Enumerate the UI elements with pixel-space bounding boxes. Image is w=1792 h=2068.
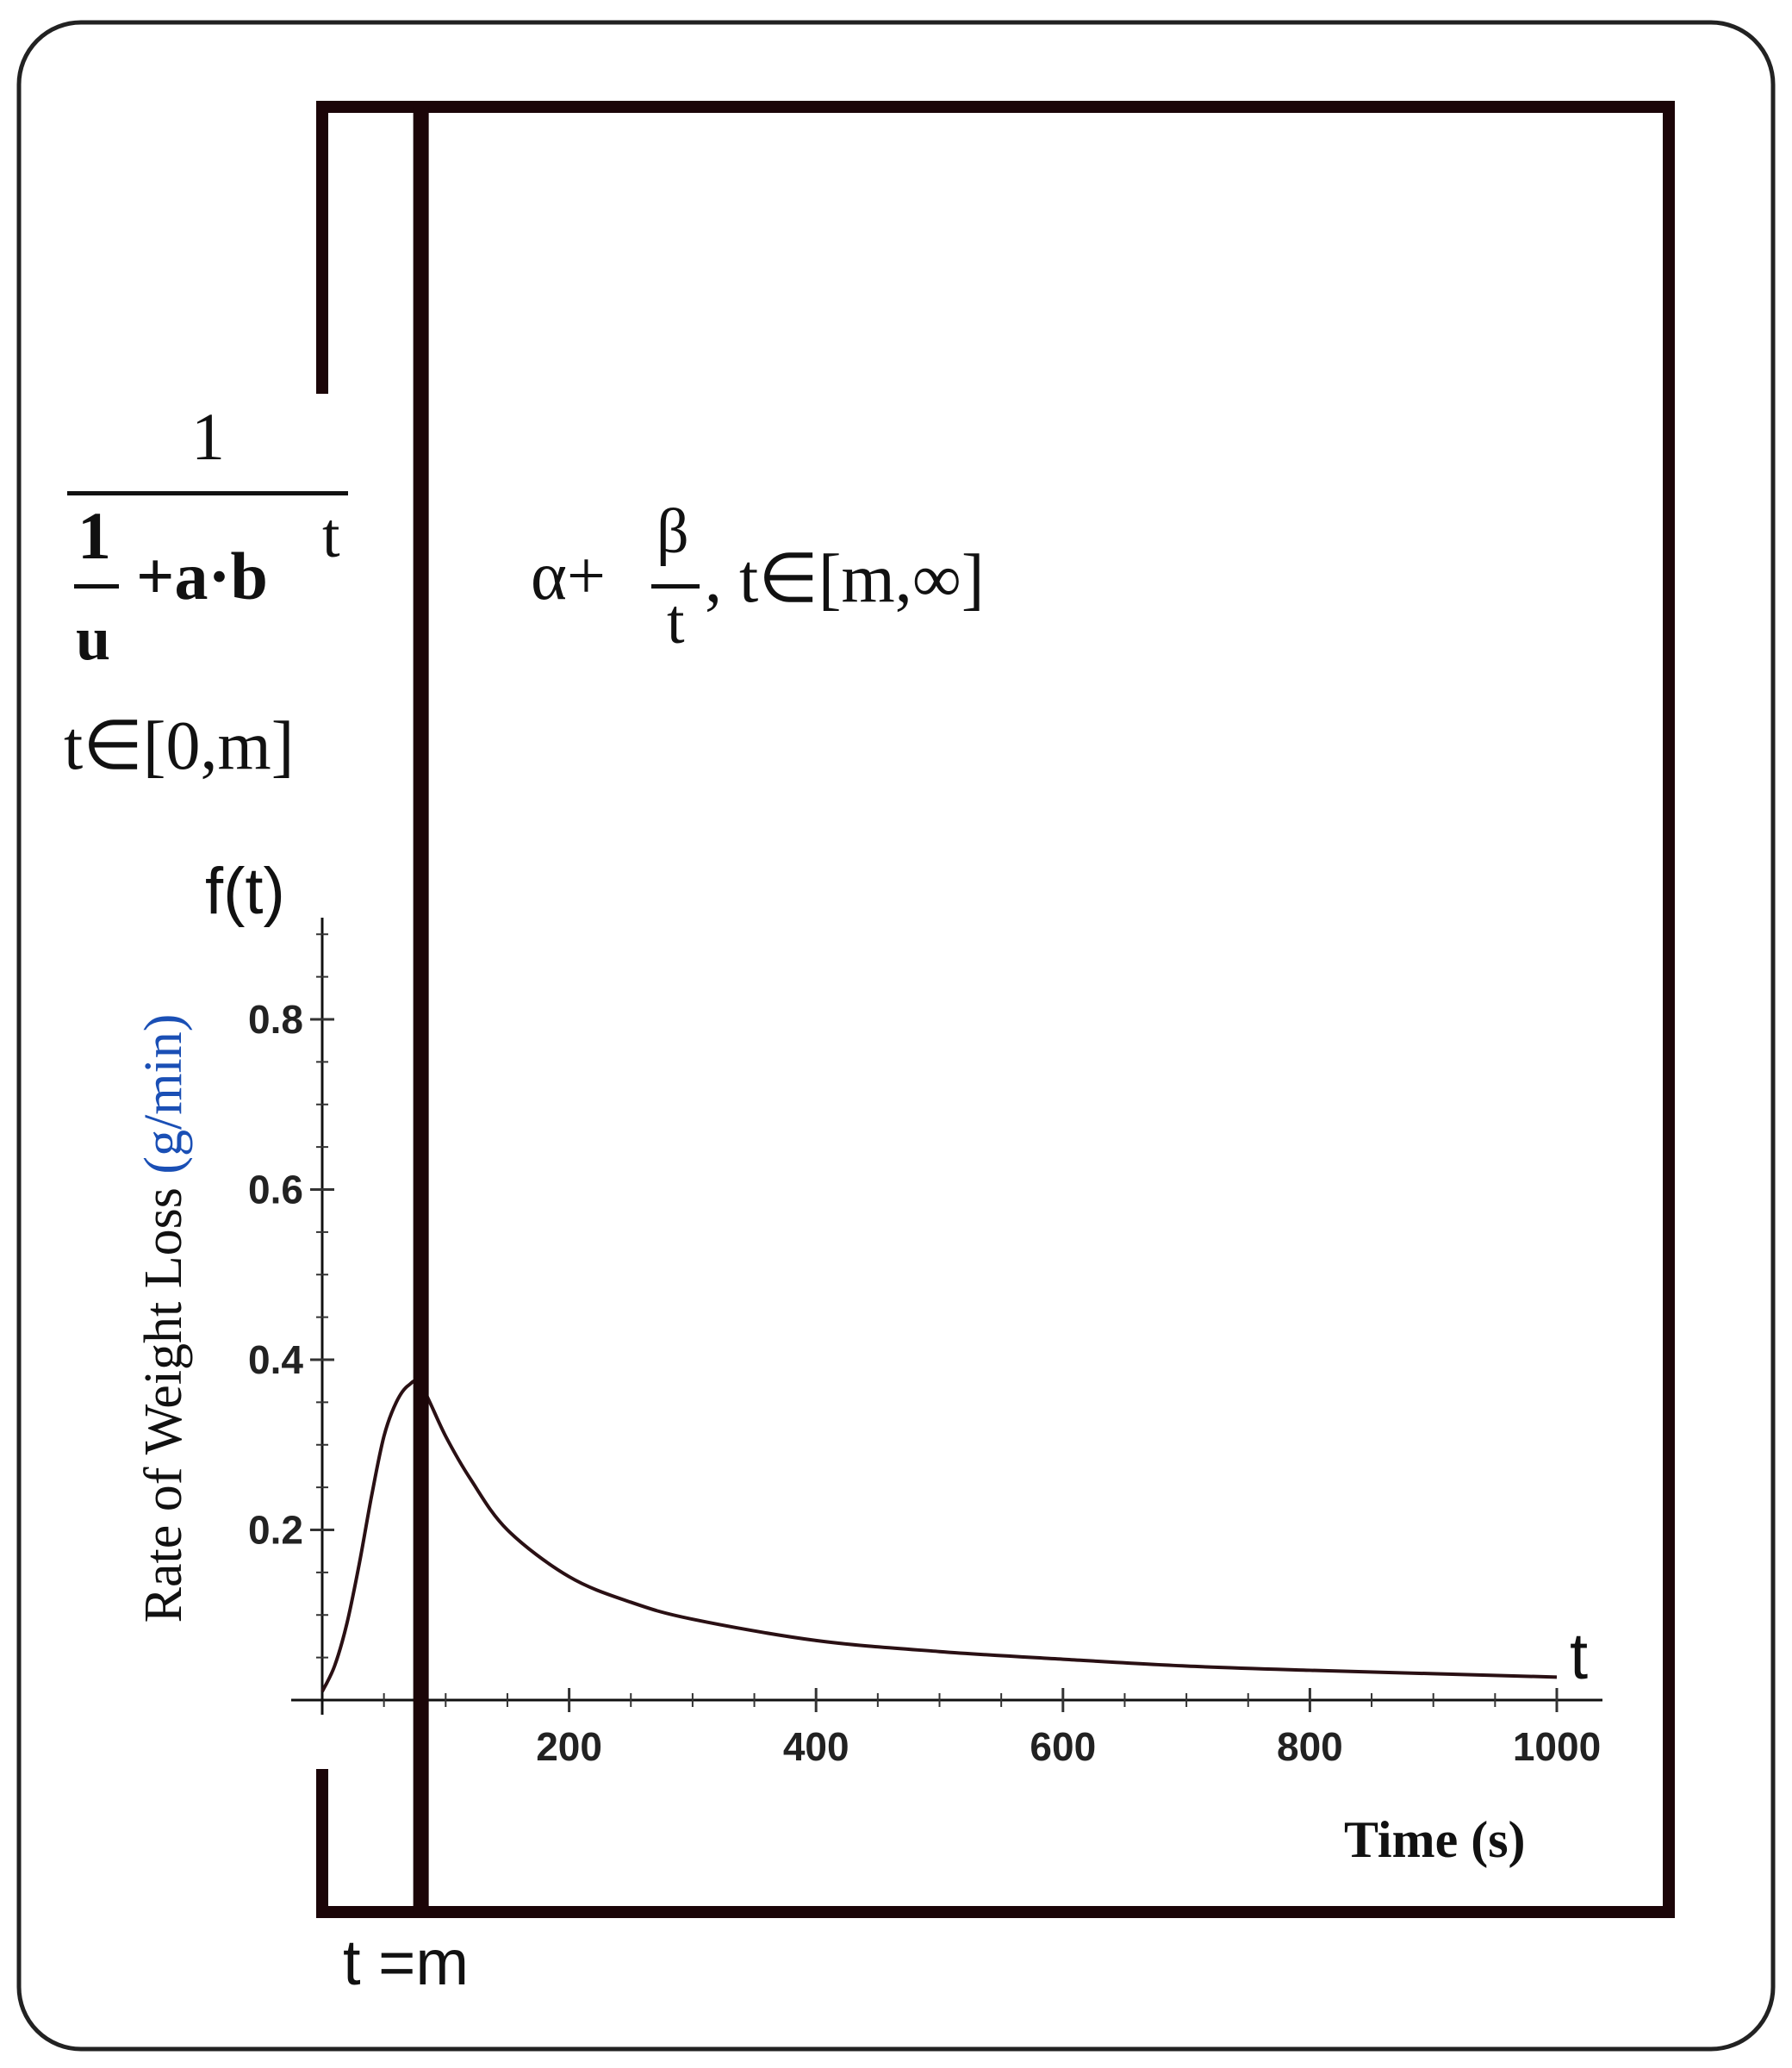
- left-eq-domain: t∈[0,m]: [64, 708, 295, 784]
- frame-top-left-bracket: [316, 101, 425, 394]
- left-eq-numerator: 1: [191, 399, 225, 474]
- x-tick-label: 1000: [1513, 1724, 1601, 1769]
- frame-bottom-left-bracket: [316, 1769, 425, 1918]
- y-tick-label: 0.2: [248, 1508, 303, 1553]
- frame-outer-box: [413, 101, 1675, 1918]
- x-tick-label: 400: [783, 1724, 849, 1769]
- x-tick-label: 200: [536, 1724, 602, 1769]
- right-eq-t: t: [667, 587, 685, 657]
- x-tick-label: 800: [1277, 1724, 1343, 1769]
- left-eq-inner-numerator: 1: [78, 498, 111, 573]
- left-eq-inner-fraction-bar: [74, 584, 119, 589]
- y-axis-label: Rate of Weight Loss (g/min): [134, 1014, 193, 1623]
- right-eq-fraction-bar: [651, 584, 700, 589]
- x-axis-label: Time (s): [1344, 1811, 1526, 1868]
- axes: [291, 918, 1602, 1715]
- right-eq-alpha-plus: α+: [531, 539, 607, 614]
- domain-frame: [316, 101, 1675, 1918]
- series-line: [320, 1379, 1558, 1693]
- y-tick-label: 0.4: [248, 1337, 303, 1382]
- y-tick-label: 0.6: [248, 1168, 303, 1212]
- y-axis-label-text: Rate of Weight Loss: [134, 1174, 193, 1623]
- x-axis-symbol: t: [1570, 1620, 1588, 1693]
- y-axis-label-unit: (g/min): [134, 1014, 193, 1174]
- left-eq-inner-denominator: u: [76, 604, 111, 673]
- left-eq-fraction-bar: [67, 491, 348, 495]
- y-tick-label: 0.8: [248, 997, 303, 1042]
- axis-ticks: [310, 933, 1559, 1712]
- left-eq-exponent: t: [322, 501, 340, 571]
- y-axis-symbol: f(t): [205, 855, 285, 928]
- left-eq-plus-ab: +a·b: [136, 539, 268, 614]
- x-tick-label: 600: [1030, 1724, 1096, 1769]
- axis-tick-labels: 200 400 600 800 1000 0.2 0.4 0.6 0.8: [248, 997, 1601, 1769]
- marker-label: t =m: [343, 1927, 469, 1998]
- card-border: [16, 20, 1776, 2052]
- right-eq-domain: , t∈[m,∞]: [705, 541, 985, 617]
- right-eq-beta: β: [656, 496, 689, 567]
